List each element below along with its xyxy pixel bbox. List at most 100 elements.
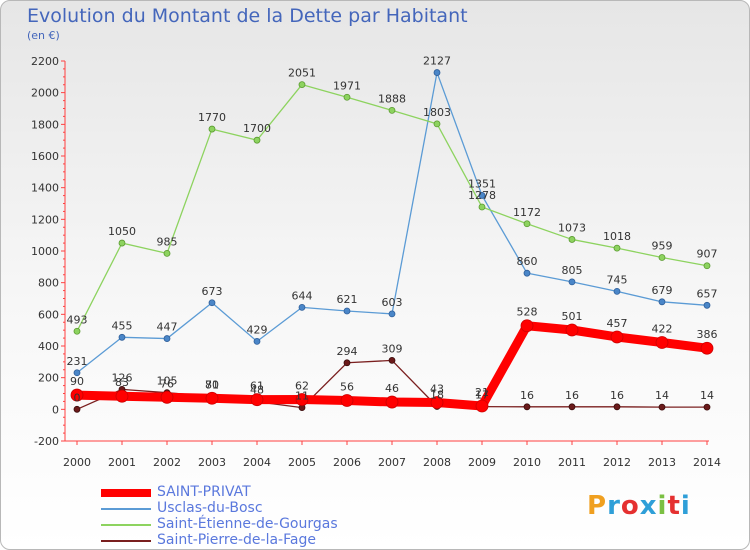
- data-point: [118, 239, 126, 247]
- x-tick-label: 2000: [63, 456, 91, 469]
- data-label: 621: [337, 293, 358, 306]
- data-point: [298, 81, 306, 88]
- data-point: [658, 298, 666, 306]
- data-label: 21: [475, 386, 489, 399]
- data-label: 294: [337, 345, 358, 358]
- y-tick-label: 1600: [31, 150, 59, 163]
- data-point: [523, 220, 531, 228]
- data-label: 455: [112, 319, 133, 332]
- data-label: 673: [202, 285, 223, 298]
- data-label: 1172: [513, 206, 541, 219]
- data-label: 231: [67, 355, 88, 368]
- logo-letter: i: [680, 491, 691, 521]
- data-point: [73, 369, 81, 377]
- x-tick-label: 2001: [108, 456, 136, 469]
- x-tick-label: 2002: [153, 456, 181, 469]
- data-point: [478, 203, 486, 211]
- x-tick-label: 2003: [198, 456, 226, 469]
- legend-label: Saint-Pierre-de-la-Fage: [157, 532, 316, 548]
- data-label: 83: [115, 376, 129, 389]
- proxiti-logo: Proxiti: [587, 491, 691, 521]
- data-label: 14: [700, 389, 714, 402]
- data-point: [340, 394, 354, 407]
- data-point: [298, 303, 306, 311]
- data-label: 907: [697, 248, 718, 261]
- y-tick-label: 1400: [31, 182, 59, 195]
- data-label: 46: [385, 382, 399, 395]
- data-point: [433, 120, 441, 128]
- legend-label: SAINT-PRIVAT: [157, 484, 251, 500]
- data-point: [253, 136, 261, 144]
- data-label: 2051: [288, 67, 316, 80]
- data-point: [73, 327, 81, 335]
- data-point: [295, 393, 309, 406]
- data-label: 457: [607, 317, 628, 330]
- data-point: [343, 307, 351, 315]
- logo-letter: x: [639, 491, 658, 521]
- x-tick-label: 2011: [558, 456, 586, 469]
- data-point: [700, 341, 714, 355]
- data-point: [385, 395, 399, 409]
- data-point: [565, 323, 579, 337]
- data-point: [118, 333, 126, 341]
- data-point: [568, 278, 576, 286]
- legend-label: Usclas-du-Bosc: [157, 500, 263, 516]
- x-tick-label: 2008: [423, 456, 451, 469]
- data-label: 48: [250, 384, 264, 397]
- data-label: 386: [697, 328, 718, 341]
- data-label: 745: [607, 273, 628, 286]
- data-point: [163, 249, 171, 257]
- series-line-2: [76, 83, 708, 332]
- data-point: [613, 244, 621, 252]
- data-label: 429: [247, 323, 268, 336]
- data-point: [475, 399, 489, 413]
- data-label: 0: [74, 391, 81, 404]
- data-point: [433, 69, 441, 76]
- data-point: [523, 269, 531, 277]
- data-label: 90: [70, 375, 84, 388]
- data-point: [70, 388, 84, 402]
- data-point: [655, 336, 669, 349]
- data-label: 70: [205, 378, 219, 391]
- data-label: 447: [157, 321, 178, 334]
- data-label: 76: [160, 377, 174, 390]
- data-label: 16: [610, 389, 624, 402]
- data-label: 603: [382, 296, 403, 309]
- data-point: [208, 299, 216, 307]
- data-point: [253, 338, 261, 345]
- x-tick-label: 2010: [513, 456, 541, 469]
- x-tick-label: 2005: [288, 456, 316, 469]
- data-point: [610, 330, 624, 344]
- chart-title: Evolution du Montant de la Dette par Hab…: [27, 5, 468, 27]
- logo-letter: r: [607, 491, 621, 521]
- data-label: 1050: [108, 225, 136, 238]
- data-point: [343, 359, 351, 367]
- data-point: [250, 393, 264, 407]
- data-label: 56: [340, 380, 354, 393]
- y-tick-label: 1800: [31, 118, 59, 131]
- data-point: [658, 403, 666, 411]
- data-label: 81: [205, 379, 219, 392]
- data-point: [208, 125, 216, 133]
- data-label: 1770: [198, 111, 226, 124]
- data-label: 105: [157, 375, 178, 388]
- data-label: 2127: [423, 55, 451, 68]
- data-label: 528: [517, 306, 538, 319]
- legend-swatch: [101, 508, 151, 510]
- data-point: [388, 357, 396, 364]
- data-label: 17: [475, 389, 489, 402]
- data-point: [523, 403, 531, 411]
- data-point: [568, 236, 576, 243]
- data-label: 62: [295, 380, 309, 393]
- data-label: 679: [652, 284, 673, 297]
- data-label: 1018: [603, 230, 631, 243]
- y-tick-label: 2000: [31, 87, 59, 100]
- y-tick-label: 800: [38, 277, 59, 290]
- data-point: [613, 403, 621, 411]
- data-label: 126: [112, 371, 133, 384]
- data-label: 501: [562, 310, 583, 323]
- data-point: [703, 403, 711, 411]
- data-point: [343, 93, 351, 101]
